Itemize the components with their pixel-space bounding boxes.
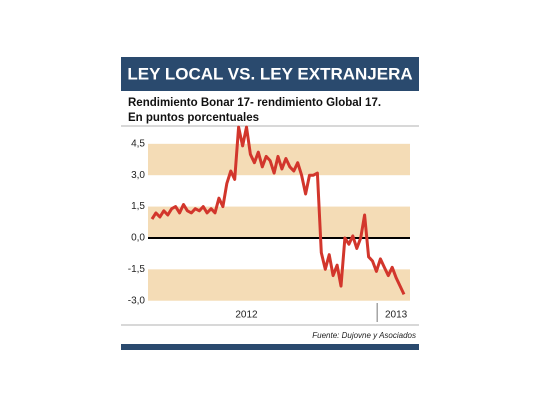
y-tick-label: 0,0 — [131, 233, 145, 244]
chart-title: LEY LOCAL VS. LEY EXTRANJERA — [127, 64, 412, 83]
y-tick-label: 3,0 — [131, 170, 145, 181]
band — [148, 269, 410, 301]
y-tick-label: 4,5 — [131, 138, 145, 149]
series-line — [150, 125, 406, 296]
subtitle: En puntos porcentuales — [128, 112, 259, 124]
y-tick-label: 1,5 — [131, 201, 145, 212]
x-tick-label: 2013 — [385, 310, 408, 321]
x-tick-label: 2012 — [235, 310, 258, 321]
source: Fuente: Dujovne y Asociados — [312, 331, 416, 340]
subtitle: Rendimiento Bonar 17- rendimiento Global… — [128, 97, 381, 109]
y-tick-label: -1,5 — [128, 264, 146, 275]
footer-bar — [121, 344, 419, 350]
title-banner — [121, 57, 419, 91]
y-tick-label: -3,0 — [128, 295, 146, 306]
